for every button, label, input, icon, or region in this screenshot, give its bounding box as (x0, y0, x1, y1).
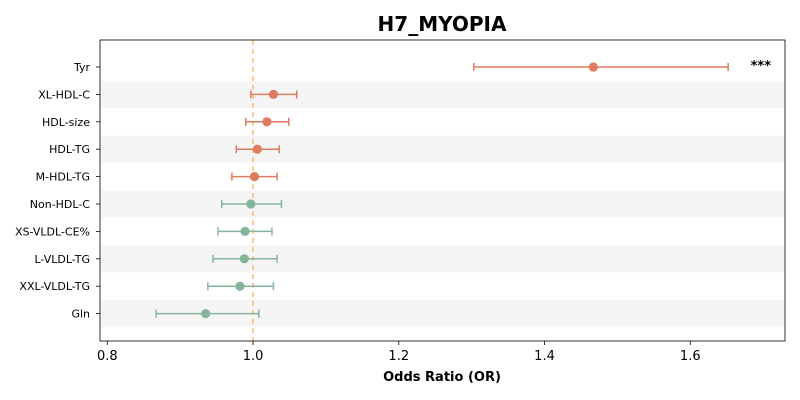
row-band (100, 80, 785, 109)
odds-ratio-point (249, 172, 260, 182)
y-tick-label: M-HDL-TG (36, 171, 90, 184)
y-tick-labels: Tyr XL-HDL-C HDL-size HDL-TG M-HDL-TG Non-HDL… (15, 61, 100, 321)
plot-frame (99, 39, 786, 342)
odds-ratio-point (268, 89, 279, 99)
significance-label: *** (751, 59, 772, 74)
row-band (100, 245, 785, 273)
x-tick-label: 1.2 (388, 349, 409, 364)
y-tick-label: XS-VLDL-CE% (15, 225, 90, 238)
y-tick-label: Tyr (73, 61, 91, 74)
odds-ratio-point (240, 226, 250, 236)
y-tick-label: L-VLDL-TG (34, 253, 90, 266)
y-tick-label: Non-HDL-C (30, 198, 91, 211)
odds-ratio-point (246, 199, 256, 209)
x-axis: 0.8 1.0 1.2 1.4 1.6 (97, 341, 701, 364)
y-tick-label: XXL-VLDL-TG (19, 280, 90, 293)
odds-ratio-point (252, 144, 263, 154)
row-band (100, 190, 785, 218)
y-tick-label: XL-HDL-C (38, 88, 90, 101)
x-tick-label: 1.4 (534, 349, 555, 364)
x-axis-label: Odds Ratio (OR) (383, 370, 501, 385)
x-tick-label: 0.8 (97, 349, 118, 364)
x-tick-label: 1.6 (680, 349, 701, 364)
row-band (100, 135, 785, 163)
odds-ratio-point (201, 309, 211, 319)
y-tick-label: Gln (71, 308, 90, 321)
odds-ratio-point (239, 254, 249, 264)
odds-ratio-point (235, 281, 245, 291)
chart-title: H7_MYOPIA (378, 12, 507, 36)
data-marks: *** (155, 59, 772, 319)
y-tick-label: HDL-TG (49, 143, 90, 156)
x-tick-label: 1.0 (243, 349, 264, 364)
y-tick-label: HDL-size (42, 116, 90, 129)
odds-ratio-point (262, 117, 272, 127)
odds-ratio-point (588, 62, 598, 72)
row-bands (100, 80, 785, 328)
